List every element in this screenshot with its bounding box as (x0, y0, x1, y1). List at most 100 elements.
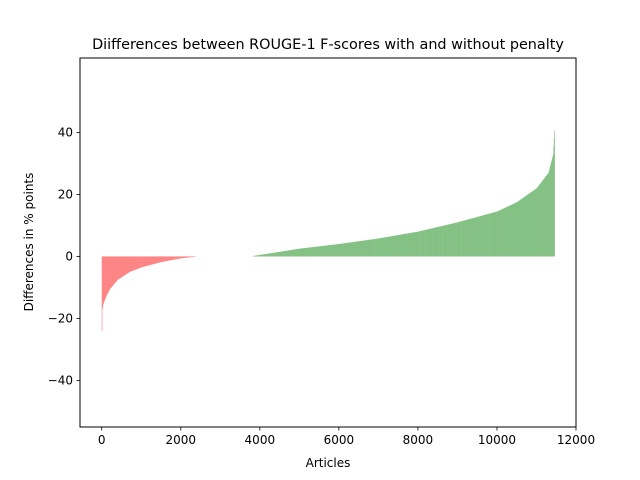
bar (528, 194, 529, 257)
y-axis-label: Differences in % points (22, 173, 36, 312)
bar (406, 233, 408, 257)
bar (377, 238, 378, 257)
bar (498, 210, 499, 257)
bar (537, 186, 539, 257)
bar (376, 238, 378, 257)
bar (257, 255, 259, 257)
bar (374, 239, 376, 257)
bar (181, 256, 183, 259)
bar (493, 212, 494, 257)
bar (151, 256, 152, 265)
y-tick-label: −20 (48, 311, 73, 325)
bar (417, 231, 419, 257)
bar (503, 208, 504, 257)
axes-frame (79, 57, 577, 428)
bar (550, 164, 551, 257)
bar (549, 168, 551, 257)
bar (393, 235, 395, 257)
bar (492, 212, 494, 257)
bar (508, 206, 510, 257)
bar (136, 256, 138, 270)
bar (398, 235, 399, 257)
bar (161, 256, 163, 262)
bar (295, 249, 297, 257)
bar (110, 256, 112, 288)
bar (533, 190, 534, 257)
bar (154, 256, 156, 264)
bar (460, 221, 461, 257)
bar (139, 256, 141, 268)
bar (479, 216, 481, 257)
bar (179, 256, 180, 259)
bar (287, 250, 288, 257)
bar (359, 241, 361, 257)
bar (337, 244, 339, 257)
bar (152, 256, 153, 265)
bar (291, 249, 293, 257)
bar (136, 256, 138, 270)
bar (387, 236, 388, 257)
bar (335, 244, 336, 257)
bar (371, 239, 372, 257)
bar (289, 250, 291, 257)
bar (393, 235, 394, 257)
bar (411, 232, 412, 257)
bar (499, 210, 500, 257)
bar (518, 201, 519, 257)
bar (278, 251, 280, 257)
bar (108, 256, 110, 291)
bar (130, 256, 132, 272)
bar (317, 246, 319, 257)
bar (495, 211, 496, 257)
bar (355, 241, 357, 257)
bar (399, 234, 400, 257)
bar (110, 256, 111, 289)
bar (442, 225, 443, 257)
bar (261, 254, 263, 257)
bar (296, 249, 297, 257)
bar (421, 230, 422, 257)
bar (101, 256, 103, 331)
bar (477, 216, 479, 257)
bar (478, 216, 479, 257)
bar (117, 256, 119, 280)
bar (300, 248, 301, 257)
bar (262, 254, 264, 257)
bar (145, 256, 146, 267)
bar (153, 256, 154, 265)
bar (484, 214, 485, 257)
bar (375, 238, 377, 257)
bar (319, 246, 321, 257)
bar (138, 256, 140, 269)
bar (312, 247, 314, 257)
bar (358, 241, 360, 257)
bar (122, 256, 124, 277)
bar (475, 217, 477, 257)
bar (309, 247, 311, 257)
bar (270, 253, 272, 257)
bar (389, 236, 391, 257)
bar (500, 209, 502, 257)
bar (405, 233, 406, 257)
bar (166, 256, 167, 262)
bar (381, 237, 383, 257)
bar (310, 247, 311, 257)
bar (311, 247, 313, 257)
bar (272, 252, 274, 257)
bar (263, 254, 265, 257)
bar (321, 246, 323, 257)
bar (544, 177, 545, 257)
bar (174, 256, 175, 260)
bar (462, 220, 464, 257)
bar (460, 221, 462, 257)
bar (115, 256, 116, 283)
bar (256, 255, 257, 257)
bar (133, 256, 135, 271)
bar (460, 221, 462, 257)
bar (542, 179, 544, 257)
bar (514, 203, 515, 257)
bar (363, 240, 365, 257)
bar (155, 256, 156, 264)
bar (398, 234, 400, 257)
bar (304, 248, 306, 257)
